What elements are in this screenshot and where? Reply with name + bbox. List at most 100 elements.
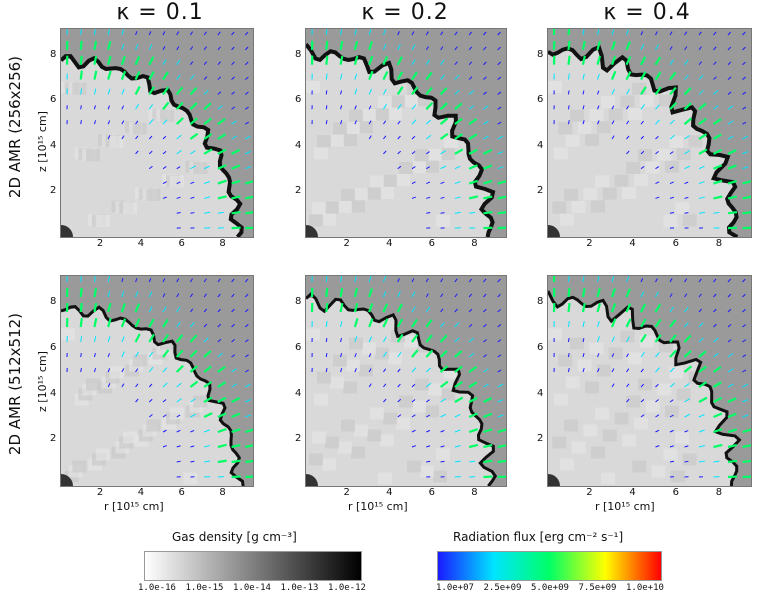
flux-arrow bbox=[134, 85, 141, 95]
flux-arrow bbox=[162, 119, 168, 125]
flux-arrow bbox=[655, 414, 660, 418]
flux-arrow bbox=[611, 120, 615, 125]
flux-arrow bbox=[217, 308, 221, 313]
flux-arrow bbox=[625, 71, 632, 81]
flux-arrow bbox=[231, 412, 241, 419]
flux-arrow bbox=[483, 46, 487, 51]
flux-arrow bbox=[354, 105, 357, 110]
simulation-panel bbox=[305, 275, 507, 487]
flux-arrow bbox=[640, 165, 645, 170]
flux-arrow bbox=[727, 444, 738, 449]
flux-arrow bbox=[411, 196, 416, 199]
flux-arrow bbox=[654, 71, 662, 81]
flux-arrow bbox=[339, 40, 344, 51]
flux-arrow bbox=[698, 414, 705, 418]
flux-arrow bbox=[742, 76, 746, 80]
flux-arrow bbox=[684, 150, 690, 155]
flux-arrow bbox=[189, 365, 198, 373]
flux-arrow bbox=[244, 324, 249, 328]
flux-arrow bbox=[655, 367, 660, 373]
flux-arrow bbox=[382, 29, 387, 36]
flux-arrow bbox=[669, 151, 674, 155]
flux-arrow bbox=[426, 181, 431, 185]
x-tick-label: 2 bbox=[586, 238, 593, 249]
flux-arrow bbox=[611, 368, 615, 373]
flux-arrow bbox=[654, 318, 662, 328]
flux-arrow bbox=[727, 368, 734, 373]
flux-arrow bbox=[683, 334, 692, 343]
central-source bbox=[306, 474, 318, 486]
flux-arrow bbox=[640, 318, 647, 328]
flux-arrow bbox=[244, 61, 249, 66]
flux-arrow bbox=[742, 46, 746, 51]
flux-arrow bbox=[383, 103, 387, 110]
flux-arrow bbox=[189, 380, 199, 388]
flux-arrow bbox=[107, 383, 111, 388]
flux-arrow bbox=[611, 383, 615, 388]
flux-arrow bbox=[468, 179, 479, 185]
flux-arrow bbox=[713, 46, 717, 51]
flux-arrow bbox=[654, 86, 662, 96]
flux-arrow bbox=[742, 278, 746, 283]
flux-arrow bbox=[669, 102, 678, 111]
flux-arrow bbox=[148, 135, 153, 140]
flux-arrow bbox=[203, 308, 208, 313]
flux-arrow bbox=[411, 291, 416, 298]
flux-arrow bbox=[655, 119, 661, 125]
flux-arrow bbox=[176, 59, 181, 65]
flux-arrow bbox=[190, 181, 195, 185]
flux-arrow bbox=[568, 352, 570, 358]
flux-arrow bbox=[354, 276, 357, 283]
x-tick-label: 6 bbox=[428, 487, 436, 498]
flux-arrow bbox=[454, 102, 463, 111]
flux-arrow bbox=[80, 29, 82, 36]
flux-arrow bbox=[148, 44, 153, 51]
flux-arrow bbox=[217, 365, 226, 373]
flux-arrow bbox=[245, 195, 253, 200]
flux-arrow bbox=[190, 74, 195, 80]
flux-arrow bbox=[134, 333, 141, 343]
flux-arrow bbox=[640, 278, 644, 283]
flux-arrow bbox=[454, 117, 463, 126]
flux-arrow bbox=[669, 293, 673, 298]
flux-arrow bbox=[669, 349, 677, 358]
flux-arrow bbox=[397, 414, 402, 418]
flux-arrow bbox=[742, 444, 751, 449]
flux-arrow bbox=[325, 29, 328, 36]
flux-arrow bbox=[625, 303, 632, 313]
flux-arrow bbox=[162, 135, 167, 140]
flux-arrow bbox=[669, 382, 675, 388]
flux-arrow bbox=[469, 460, 476, 463]
flux-arrow bbox=[742, 195, 751, 200]
flux-arrow bbox=[625, 288, 631, 298]
flux-arrow bbox=[684, 445, 689, 448]
x-tick-label: 4 bbox=[386, 238, 393, 249]
flux-arrow bbox=[610, 55, 617, 66]
flux-arrow bbox=[382, 291, 387, 298]
flux-arrow bbox=[397, 150, 402, 155]
flux-arrow bbox=[713, 443, 723, 449]
flux-arrow bbox=[176, 445, 181, 448]
x-tick-label: 6 bbox=[672, 238, 679, 249]
flux-arrow bbox=[713, 352, 719, 358]
flux-arrow bbox=[567, 55, 571, 65]
flux-arrow bbox=[625, 318, 632, 328]
flux-arrow bbox=[497, 444, 506, 449]
column-title-kappa-0.2: κ = 0.2 bbox=[361, 0, 449, 25]
flux-arrow bbox=[626, 29, 630, 36]
flux-arrow bbox=[454, 165, 461, 170]
flux-arrow bbox=[684, 196, 689, 199]
flux-arrow bbox=[425, 31, 429, 36]
flux-arrow bbox=[669, 334, 677, 343]
flux-arrow bbox=[684, 460, 689, 463]
flux-arrow bbox=[497, 31, 501, 36]
flux-arrow bbox=[244, 308, 249, 313]
flux-arrow bbox=[121, 368, 125, 373]
flux-arrow bbox=[654, 56, 662, 66]
flux-arrow bbox=[483, 354, 487, 358]
flux-arrow bbox=[597, 29, 600, 36]
flux-arrow bbox=[80, 335, 83, 343]
flux-arrow bbox=[325, 55, 329, 65]
flux-arrow bbox=[189, 117, 198, 125]
flux-arrow bbox=[567, 302, 571, 313]
